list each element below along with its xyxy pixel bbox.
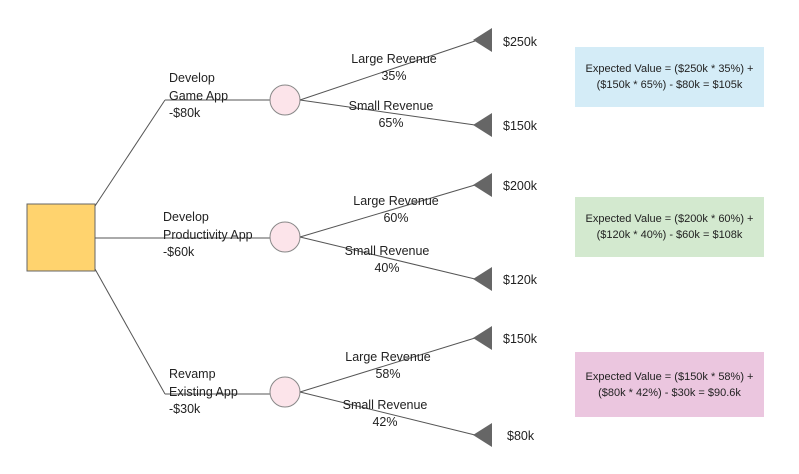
option-label: Existing App	[169, 385, 238, 399]
option-label: Game App	[169, 89, 228, 103]
expected-value-text: Expected Value = ($150k * 58%) +	[585, 370, 754, 383]
branch-line	[94, 99, 166, 207]
decision-node	[26, 203, 96, 272]
expected-value-box-productivity-app: Expected Value = ($200k * 60%) + ($120k …	[575, 197, 764, 257]
expected-value-text: Expected Value = ($250k * 35%) +	[585, 63, 754, 75]
outcome-prob: 42%	[372, 415, 397, 429]
outcome-label: Small Revenue	[349, 99, 434, 113]
outcome-label: Large Revenue	[345, 350, 431, 364]
outcome-prob: 35%	[381, 69, 406, 83]
terminal-node	[473, 423, 492, 447]
expected-value-text: ($80k * 42%) - $30k = $90.6k	[598, 386, 741, 399]
branch-line	[94, 268, 166, 395]
option-branch-game-app: Develop Game App -$80k Large Revenue 35%…	[94, 28, 538, 207]
payoff-value: $120k	[503, 273, 538, 287]
outcome-line	[299, 391, 476, 436]
chance-node	[269, 221, 301, 253]
expected-value-box-existing-app: Expected Value = ($150k * 58%) + ($80k *…	[575, 352, 764, 417]
outcome-line	[299, 99, 476, 126]
terminal-node	[473, 173, 492, 197]
expected-value-text: Expected Value = ($200k * 60%) +	[585, 213, 754, 225]
outcome-prob: 40%	[374, 261, 399, 275]
option-cost: -$60k	[163, 245, 195, 259]
option-branch-existing-app: Revamp Existing App -$30k Large Revenue …	[94, 268, 538, 447]
payoff-value: $150k	[503, 119, 538, 133]
terminal-node	[473, 326, 492, 350]
chance-node	[269, 84, 301, 116]
terminal-node	[473, 113, 492, 137]
payoff-value: $200k	[503, 179, 538, 193]
chance-node	[269, 376, 301, 408]
outcome-line	[299, 236, 476, 280]
payoff-value: $250k	[503, 35, 538, 49]
expected-value-box-game-app: Expected Value = ($250k * 35%) + ($150k …	[575, 47, 764, 107]
option-label: Revamp	[169, 367, 216, 381]
expected-value-text: ($120k * 40%) - $60k = $108k	[596, 229, 743, 241]
outcome-label: Large Revenue	[351, 52, 437, 66]
option-label: Productivity App	[163, 228, 253, 242]
outcome-line	[299, 184, 476, 238]
terminal-node	[473, 28, 492, 52]
outcome-label: Large Revenue	[353, 194, 439, 208]
outcome-label: Small Revenue	[345, 244, 430, 258]
option-branch-productivity-app: Develop Productivity App -$60k Large Rev…	[95, 173, 538, 291]
option-label: Develop	[163, 210, 209, 224]
outcome-label: Small Revenue	[343, 398, 428, 412]
outcome-prob: 58%	[375, 367, 400, 381]
option-cost: -$80k	[169, 106, 201, 120]
expected-value-text: ($150k * 65%) - $80k = $105k	[596, 79, 743, 91]
terminal-node	[473, 267, 492, 291]
payoff-value: $150k	[503, 332, 538, 346]
outcome-prob: 60%	[383, 211, 408, 225]
option-label: Develop	[169, 71, 215, 85]
outcome-line	[299, 40, 476, 101]
payoff-value: $80k	[507, 429, 535, 443]
outcome-line	[299, 337, 476, 393]
outcome-prob: 65%	[378, 116, 403, 130]
option-cost: -$30k	[169, 402, 201, 416]
